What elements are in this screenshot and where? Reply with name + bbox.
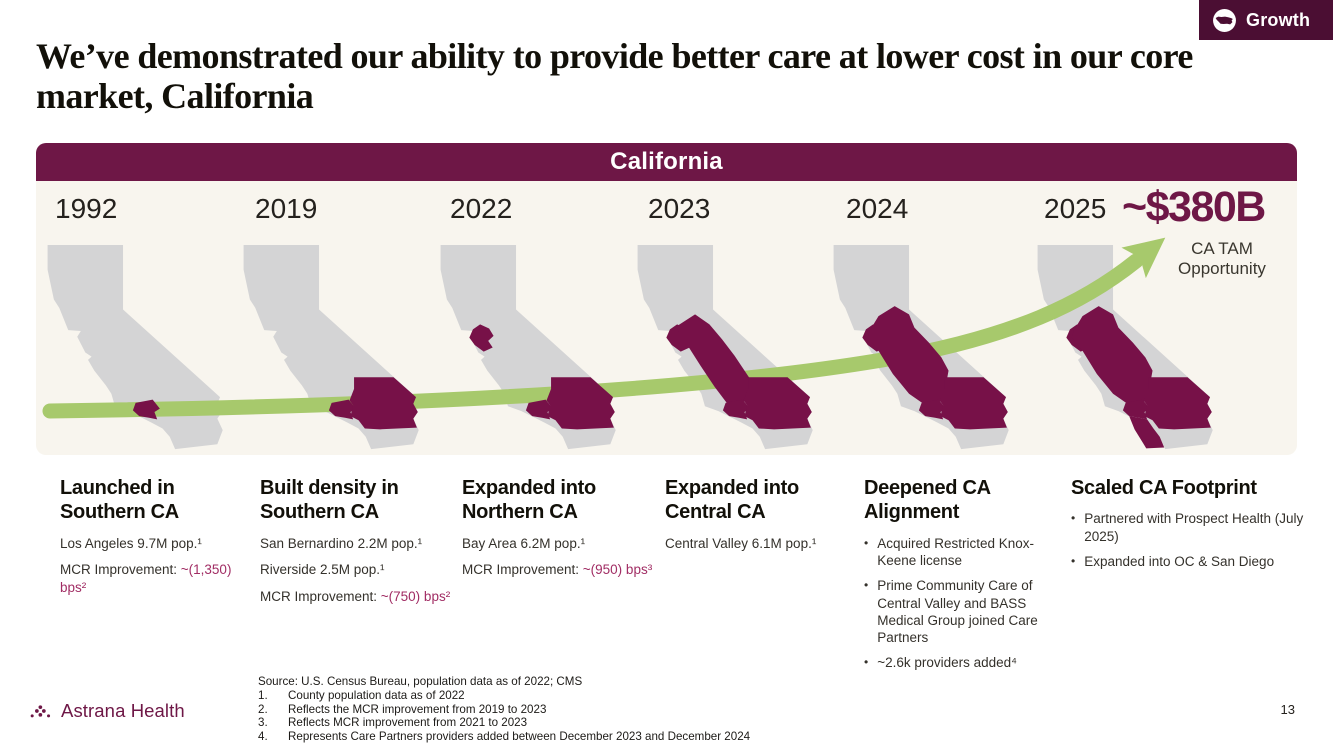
page-number: 13: [1280, 702, 1295, 717]
milestone-detail: San Bernardino 2.2M pop.¹: [260, 535, 423, 551]
california-highlight-2023: [666, 314, 812, 430]
bullet-text: Acquired Restricted Knox-Keene license: [877, 535, 1035, 569]
region-los-angeles: [1122, 399, 1150, 420]
footnote-text: Represents Care Partners providers added…: [288, 730, 751, 744]
region-central-valley: [677, 314, 749, 404]
region-oc-san-diego: [1129, 416, 1165, 449]
footnote-number: 3.: [258, 716, 268, 730]
milestone-column-1992: Launched in Southern CA Los Angeles 9.7M…: [60, 476, 250, 605]
california-highlight-2019: [328, 377, 418, 430]
milestone-column-2024: Deepened CA Alignment • Acquired Restrict…: [864, 476, 1054, 680]
footnote-text: Reflects the MCR improvement from 2019 t…: [288, 702, 547, 716]
mcr-value: ~(1,350) bps²: [60, 562, 232, 595]
us-map-icon: [1213, 8, 1236, 32]
milestone-detail: Central Valley 6.1M pop.¹: [665, 535, 817, 551]
footnote: 2. Reflects the MCR improvement from 2019…: [258, 703, 750, 717]
timeline-year-2022: 2022: [450, 193, 513, 224]
timeline-year-2019: 2019: [255, 193, 318, 224]
region-san-bernardino-riverside: [546, 377, 615, 430]
footnote-number: 4.: [258, 730, 268, 744]
region-san-bernardino-riverside: [939, 377, 1008, 430]
mcr-label: MCR Improvement:: [60, 562, 181, 578]
milestone-column-2023: Expanded into Central CA Central Valley …: [665, 476, 855, 561]
region-los-angeles: [132, 399, 160, 420]
milestone-column-2022: Expanded into Northern CA Bay Area 6.2M …: [462, 476, 657, 588]
bullet-text: Prime Community Care of Central Valley a…: [877, 578, 1038, 646]
ca-tam-caption-line1: CA TAM: [1191, 239, 1253, 258]
milestone-bullet: • Prime Community Care of Central Valley …: [864, 577, 1054, 646]
milestone-heading: Scaled CA Footprint: [1071, 477, 1257, 499]
astrana-logo-text: Astrana Health: [61, 700, 185, 721]
milestone-detail: Riverside 2.5M pop.¹: [260, 562, 385, 578]
region-central-valley-wide: [1071, 306, 1153, 404]
growth-badge-label: Growth: [1246, 9, 1311, 30]
california-highlight-1992: [132, 399, 160, 420]
region-los-angeles: [525, 399, 553, 420]
footnote: 1. County population data as of 2022: [258, 689, 750, 703]
ca-tam-caption-line2: Opportunity: [1178, 259, 1266, 279]
source-line: Source: U.S. Census Bureau, population d…: [258, 675, 583, 688]
bullet-dot: •: [1071, 511, 1076, 526]
growth-badge: Growth: [1199, 0, 1333, 40]
bullet-text: Partnered with Prospect Health (July 202…: [1084, 511, 1304, 544]
california-highlight-2022: [469, 324, 615, 430]
region-central-valley-wide: [867, 306, 949, 404]
bullet-text: ~2.6k providers added⁴: [877, 655, 1017, 671]
region-los-angeles: [722, 399, 750, 420]
mcr-label: MCR Improvement:: [260, 588, 381, 604]
region-san-bernardino-riverside: [743, 377, 812, 430]
footnote-number: 2.: [258, 702, 268, 716]
milestone-heading: Deepened CA Alignment: [864, 477, 990, 524]
footnote: 3. Reflects MCR improvement from 2021 to …: [258, 716, 750, 730]
milestone-bullet: • Partnered with Prospect Health (July 20…: [1071, 510, 1306, 545]
timeline-year-2025: 2025: [1044, 193, 1107, 224]
california-timeline-card: California 1992 2019 2022 2023 2024 2025…: [36, 143, 1297, 455]
bullet-dot: •: [864, 578, 869, 593]
astrana-logo-mark: [30, 705, 51, 718]
california-highlight-2024: [862, 306, 1008, 430]
milestone-column-2019: Built density in Southern CA San Bernard…: [260, 476, 455, 614]
bullet-dot: •: [864, 535, 869, 550]
region-los-angeles: [328, 399, 356, 420]
region-san-bernardino-riverside: [1143, 377, 1212, 430]
milestone-bullet: • Expanded into OC & San Diego: [1071, 553, 1306, 570]
region-san-bernardino-riverside: [349, 377, 418, 430]
timeline-year-1992: 1992: [55, 193, 118, 224]
ca-tam-value: ~$380B: [1122, 183, 1266, 231]
timeline-year-2024: 2024: [846, 193, 909, 224]
milestone-mcr: MCR Improvement: ~(750) bps²: [260, 588, 455, 606]
mcr-value: ~(750) bps²: [380, 588, 451, 604]
page-title: We’ve demonstrated our ability to provid…: [36, 36, 1193, 117]
mcr-value: ~(950) bps³: [582, 562, 653, 578]
astrana-health-logo: Astrana Health: [30, 700, 185, 722]
milestone-heading: Expanded into Northern CA: [462, 477, 596, 524]
footnote-number: 1.: [258, 688, 268, 702]
california-highlight-2025: [1066, 306, 1212, 449]
milestone-mcr: MCR Improvement: ~(950) bps³: [462, 561, 657, 579]
milestone-bullet: • ~2.6k providers added⁴: [864, 654, 1054, 671]
milestone-heading: Expanded into Central CA: [665, 477, 799, 524]
mcr-label: MCR Improvement:: [462, 562, 583, 578]
region-bay-area: [469, 324, 494, 352]
timeline-year-2023: 2023: [648, 193, 711, 224]
ca-tam-caption: CA TAM Opportunity: [1138, 239, 1306, 279]
milestone-bullet: • Acquired Restricted Knox-Keene license: [864, 535, 1054, 570]
milestone-detail: Los Angeles 9.7M pop.¹: [60, 535, 202, 551]
milestone-column-2025: Scaled CA Footprint • Partnered with Pros…: [1071, 476, 1306, 578]
california-banner-label: California: [610, 148, 723, 175]
milestone-heading: Built density in Southern CA: [260, 477, 399, 524]
region-los-angeles: [918, 399, 946, 420]
footnote-text: County population data as of 2022: [288, 688, 465, 702]
bullet-text: Expanded into OC & San Diego: [1084, 553, 1275, 569]
milestone-detail: Bay Area 6.2M pop.¹: [462, 535, 586, 551]
milestone-heading: Launched in Southern CA: [60, 477, 179, 524]
california-banner: California: [36, 143, 1297, 181]
milestone-mcr: MCR Improvement: ~(1,350) bps²: [60, 561, 250, 596]
bullet-dot: •: [864, 655, 869, 670]
bullet-dot: •: [1071, 553, 1076, 568]
source-footnotes: Source: U.S. Census Bureau, population d…: [258, 675, 750, 744]
footnote-text: Reflects MCR improvement from 2021 to 20…: [288, 716, 528, 730]
footnote: 4. Represents Care Partners providers add…: [258, 730, 750, 744]
